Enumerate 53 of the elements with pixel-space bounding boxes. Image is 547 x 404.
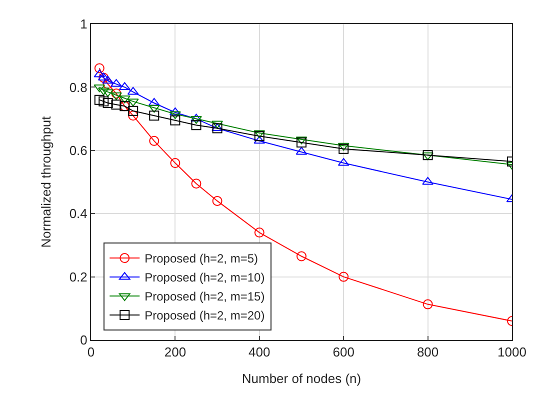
point [170, 111, 181, 120]
point [170, 115, 180, 126]
point [190, 114, 202, 122]
point [98, 96, 109, 106]
legend-label: Proposed (h=2, m=10) [144, 270, 265, 285]
x-tick-label: 1000 [498, 344, 526, 360]
point [111, 100, 122, 110]
point [94, 63, 104, 74]
point [296, 251, 306, 262]
point [338, 272, 349, 282]
legend-label: Proposed (h=2, m=5) [144, 252, 258, 266]
legend-label: Proposed (h=2, m=15) [144, 290, 265, 304]
point [111, 88, 122, 99]
x-tick-label: 200 [164, 344, 186, 360]
point [94, 94, 104, 105]
point [338, 142, 350, 151]
y-tick-label: 0.2 [69, 269, 88, 284]
y-axis-title: Normalized throughput [38, 116, 54, 248]
y-tick-label: 1 [80, 16, 88, 32]
point [148, 104, 160, 113]
point [94, 84, 106, 92]
point [170, 158, 180, 168]
point [170, 107, 181, 116]
point [254, 130, 266, 138]
point [149, 110, 160, 121]
y-tick-label: 0.4 [69, 206, 88, 222]
x-tick-label: 600 [332, 344, 354, 360]
point [254, 228, 264, 238]
point [149, 136, 160, 146]
x-tick-label: 800 [416, 344, 439, 360]
point [422, 299, 433, 310]
point [102, 76, 114, 84]
legend-label: Proposed (h=2, m=20) [144, 308, 265, 323]
y-tick-label: 0.8 [69, 80, 88, 95]
point [98, 72, 109, 83]
point [296, 146, 308, 155]
point [127, 86, 139, 95]
y-tick-label: 0 [80, 332, 88, 348]
point [212, 196, 222, 206]
point [191, 178, 202, 189]
point [212, 120, 223, 129]
point [128, 106, 138, 116]
point [128, 110, 138, 121]
point [296, 138, 306, 148]
point [254, 136, 266, 144]
point [110, 92, 122, 100]
point [191, 120, 202, 130]
x-axis-title: Number of nodes (n) [242, 371, 362, 386]
y-tick-label: 0.6 [69, 142, 88, 158]
x-tick-label: 400 [248, 344, 270, 360]
point [102, 98, 113, 108]
point [254, 131, 264, 142]
point [338, 144, 349, 154]
